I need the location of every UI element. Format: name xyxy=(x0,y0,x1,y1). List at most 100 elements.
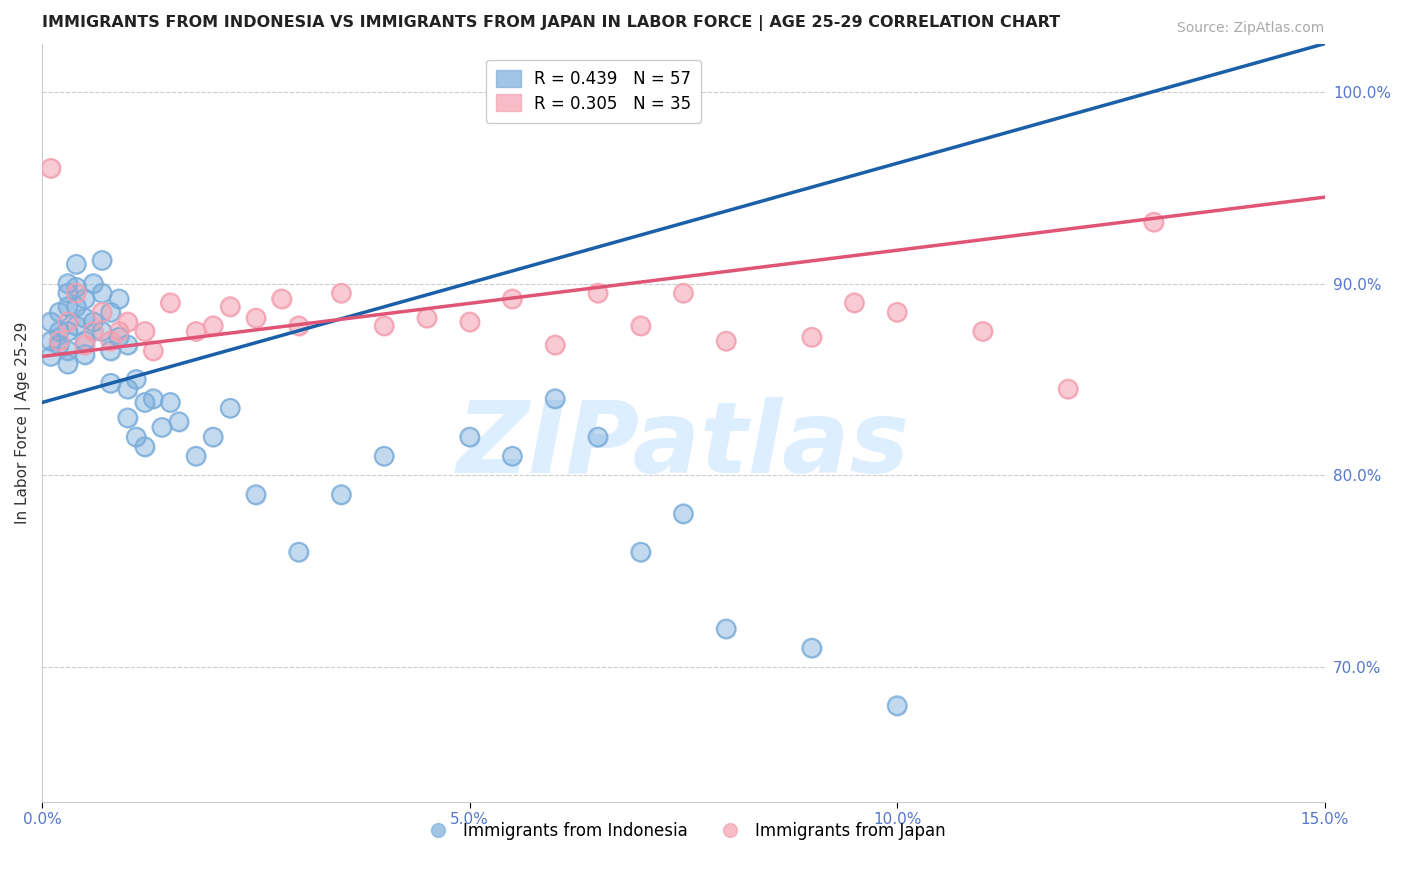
Point xyxy=(100,343,122,358)
Point xyxy=(886,305,908,319)
Point xyxy=(65,318,87,333)
Point xyxy=(714,622,737,636)
Point xyxy=(82,277,104,291)
Point xyxy=(108,292,131,306)
Point xyxy=(416,311,439,326)
Point xyxy=(56,286,79,301)
Point xyxy=(630,545,652,559)
Point xyxy=(330,487,353,501)
Point xyxy=(287,318,309,333)
Point xyxy=(330,487,353,501)
Point xyxy=(844,295,866,310)
Point xyxy=(972,325,994,339)
Point xyxy=(159,395,181,409)
Point xyxy=(39,315,62,329)
Point xyxy=(972,325,994,339)
Point xyxy=(91,286,114,301)
Point xyxy=(886,698,908,713)
Point xyxy=(56,325,79,339)
Point xyxy=(39,334,62,348)
Point xyxy=(56,315,79,329)
Point xyxy=(630,318,652,333)
Point xyxy=(134,395,156,409)
Point xyxy=(56,300,79,314)
Point xyxy=(91,253,114,268)
Point xyxy=(48,305,70,319)
Point xyxy=(108,292,131,306)
Point xyxy=(287,545,309,559)
Point xyxy=(48,325,70,339)
Point xyxy=(39,315,62,329)
Point xyxy=(100,334,122,348)
Point xyxy=(886,305,908,319)
Point xyxy=(73,334,96,348)
Point xyxy=(245,311,267,326)
Point xyxy=(330,286,353,301)
Point xyxy=(73,338,96,352)
Text: Source: ZipAtlas.com: Source: ZipAtlas.com xyxy=(1177,21,1324,35)
Point xyxy=(56,286,79,301)
Point xyxy=(108,325,131,339)
Point xyxy=(91,305,114,319)
Point xyxy=(586,430,609,444)
Point xyxy=(800,641,823,656)
Point xyxy=(134,395,156,409)
Point xyxy=(202,318,225,333)
Point xyxy=(65,257,87,271)
Point xyxy=(1057,382,1080,396)
Point xyxy=(245,487,267,501)
Point xyxy=(501,292,523,306)
Point xyxy=(73,347,96,361)
Point xyxy=(108,330,131,344)
Point xyxy=(167,415,190,429)
Point xyxy=(844,295,866,310)
Point xyxy=(65,300,87,314)
Point xyxy=(82,315,104,329)
Point xyxy=(65,318,87,333)
Point xyxy=(91,286,114,301)
Point xyxy=(65,300,87,314)
Point xyxy=(39,350,62,364)
Point xyxy=(184,449,207,463)
Point xyxy=(125,430,148,444)
Text: ZIPatlas: ZIPatlas xyxy=(457,397,910,494)
Point xyxy=(56,343,79,358)
Point xyxy=(544,338,567,352)
Point xyxy=(270,292,292,306)
Point xyxy=(501,449,523,463)
Point xyxy=(117,315,139,329)
Point xyxy=(672,507,695,521)
Point xyxy=(1143,215,1166,229)
Point xyxy=(800,330,823,344)
Point xyxy=(800,330,823,344)
Point xyxy=(184,325,207,339)
Point xyxy=(330,286,353,301)
Point xyxy=(100,305,122,319)
Legend: Immigrants from Indonesia, Immigrants from Japan: Immigrants from Indonesia, Immigrants fr… xyxy=(415,815,952,847)
Point xyxy=(219,300,242,314)
Point xyxy=(714,334,737,348)
Point xyxy=(142,343,165,358)
Point xyxy=(82,315,104,329)
Point xyxy=(39,350,62,364)
Point xyxy=(373,449,395,463)
Point xyxy=(56,277,79,291)
Point xyxy=(219,300,242,314)
Point xyxy=(73,292,96,306)
Point xyxy=(73,311,96,326)
Text: IMMIGRANTS FROM INDONESIA VS IMMIGRANTS FROM JAPAN IN LABOR FORCE | AGE 25-29 CO: IMMIGRANTS FROM INDONESIA VS IMMIGRANTS … xyxy=(42,15,1060,31)
Point xyxy=(82,325,104,339)
Point xyxy=(117,338,139,352)
Point xyxy=(142,392,165,406)
Point xyxy=(714,334,737,348)
Point xyxy=(134,440,156,454)
Point xyxy=(287,545,309,559)
Point xyxy=(150,420,173,434)
Y-axis label: In Labor Force | Age 25-29: In Labor Force | Age 25-29 xyxy=(15,321,31,524)
Point xyxy=(100,376,122,391)
Point xyxy=(56,325,79,339)
Point xyxy=(150,420,173,434)
Point xyxy=(117,382,139,396)
Point xyxy=(91,305,114,319)
Point xyxy=(91,325,114,339)
